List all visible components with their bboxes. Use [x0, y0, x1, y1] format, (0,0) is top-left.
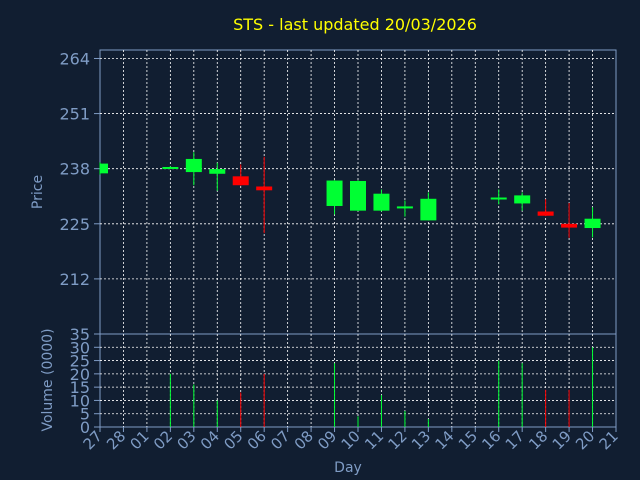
candle-body [209, 169, 226, 174]
candle-body [584, 218, 601, 229]
price-tick-label: 225 [59, 215, 90, 234]
day-tick-label: 12 [385, 427, 411, 453]
candle-body [373, 193, 390, 211]
candle-body [514, 195, 531, 204]
volume-tick-label: 5 [80, 405, 90, 424]
day-tick-label: 10 [338, 427, 364, 453]
chart-title: STS - last updated 20/03/2026 [233, 15, 477, 34]
price-tick-label: 238 [59, 160, 90, 179]
candle-body [420, 198, 437, 221]
price-tick-label: 212 [59, 270, 90, 289]
volume-axis-label: Volume (0000) [40, 328, 56, 431]
day-tick-label: 16 [478, 427, 504, 453]
day-tick-label: 21 [596, 427, 622, 453]
day-tick-label: 08 [291, 427, 317, 453]
candle-body [396, 206, 413, 209]
volume-tick-label: 20 [70, 365, 90, 384]
day-tick-label: 11 [361, 427, 387, 453]
day-tick-label: 05 [220, 427, 246, 453]
volume-tick-label: 35 [70, 325, 90, 344]
volume-tick-label: 10 [70, 391, 90, 410]
candle-body [537, 211, 554, 216]
price-axis-label: Price [30, 175, 46, 209]
candle-body [326, 180, 343, 206]
candle-body [490, 197, 507, 200]
grid [100, 50, 616, 427]
volume-tick-label: 30 [70, 338, 90, 357]
candle-body [350, 180, 366, 211]
day-tick-label: 20 [572, 427, 598, 453]
candle-body [185, 158, 202, 173]
day-tick-label: 01 [127, 427, 153, 453]
day-tick-label: 18 [525, 427, 551, 453]
day-tick-label: 28 [103, 427, 129, 453]
price-axis: 264 251 238 225 212 [59, 49, 100, 289]
day-tick-label: 14 [431, 427, 457, 453]
day-tick-label: 19 [549, 427, 575, 453]
day-tick-label: 13 [408, 427, 434, 453]
day-tick-label: 09 [314, 427, 340, 453]
candle-body [100, 163, 108, 174]
volume-tick-label: 15 [70, 378, 90, 397]
day-axis: 2728010203040506070809101112131415161718… [80, 427, 622, 453]
candle-body [232, 176, 249, 186]
x-axis-label: Day [334, 460, 362, 476]
volume-tick-label: 25 [70, 352, 90, 371]
price-tick-label: 264 [59, 49, 90, 68]
candle-body [162, 166, 179, 169]
day-tick-label: 04 [197, 427, 223, 453]
candle-series [99, 152, 601, 238]
day-tick-label: 06 [244, 427, 270, 453]
volume-tick-label: 0 [80, 418, 90, 437]
candle-body [561, 223, 578, 228]
day-tick-label: 17 [502, 427, 528, 453]
candle-body [256, 186, 273, 191]
day-tick-label: 07 [267, 427, 293, 453]
day-tick-label: 02 [150, 427, 176, 453]
volume-series [169, 347, 594, 427]
price-tick-label: 251 [59, 105, 90, 124]
day-tick-label: 15 [455, 427, 481, 453]
day-tick-label: 03 [173, 427, 199, 453]
